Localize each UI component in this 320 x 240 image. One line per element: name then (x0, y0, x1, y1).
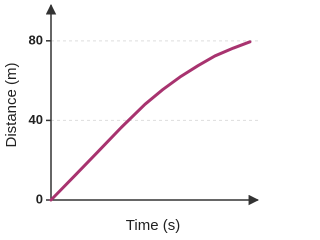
y-axis-label: Distance (m) (3, 62, 20, 147)
chart: Time (s) Distance (m) 0 40 80 (3, 3, 260, 234)
y-tick-label: 80 (29, 32, 43, 47)
y-tick-label: 0 (36, 191, 43, 206)
y-tick-label: 40 (29, 112, 43, 127)
x-axis-label: Time (s) (126, 217, 180, 234)
data-line (49, 40, 252, 202)
